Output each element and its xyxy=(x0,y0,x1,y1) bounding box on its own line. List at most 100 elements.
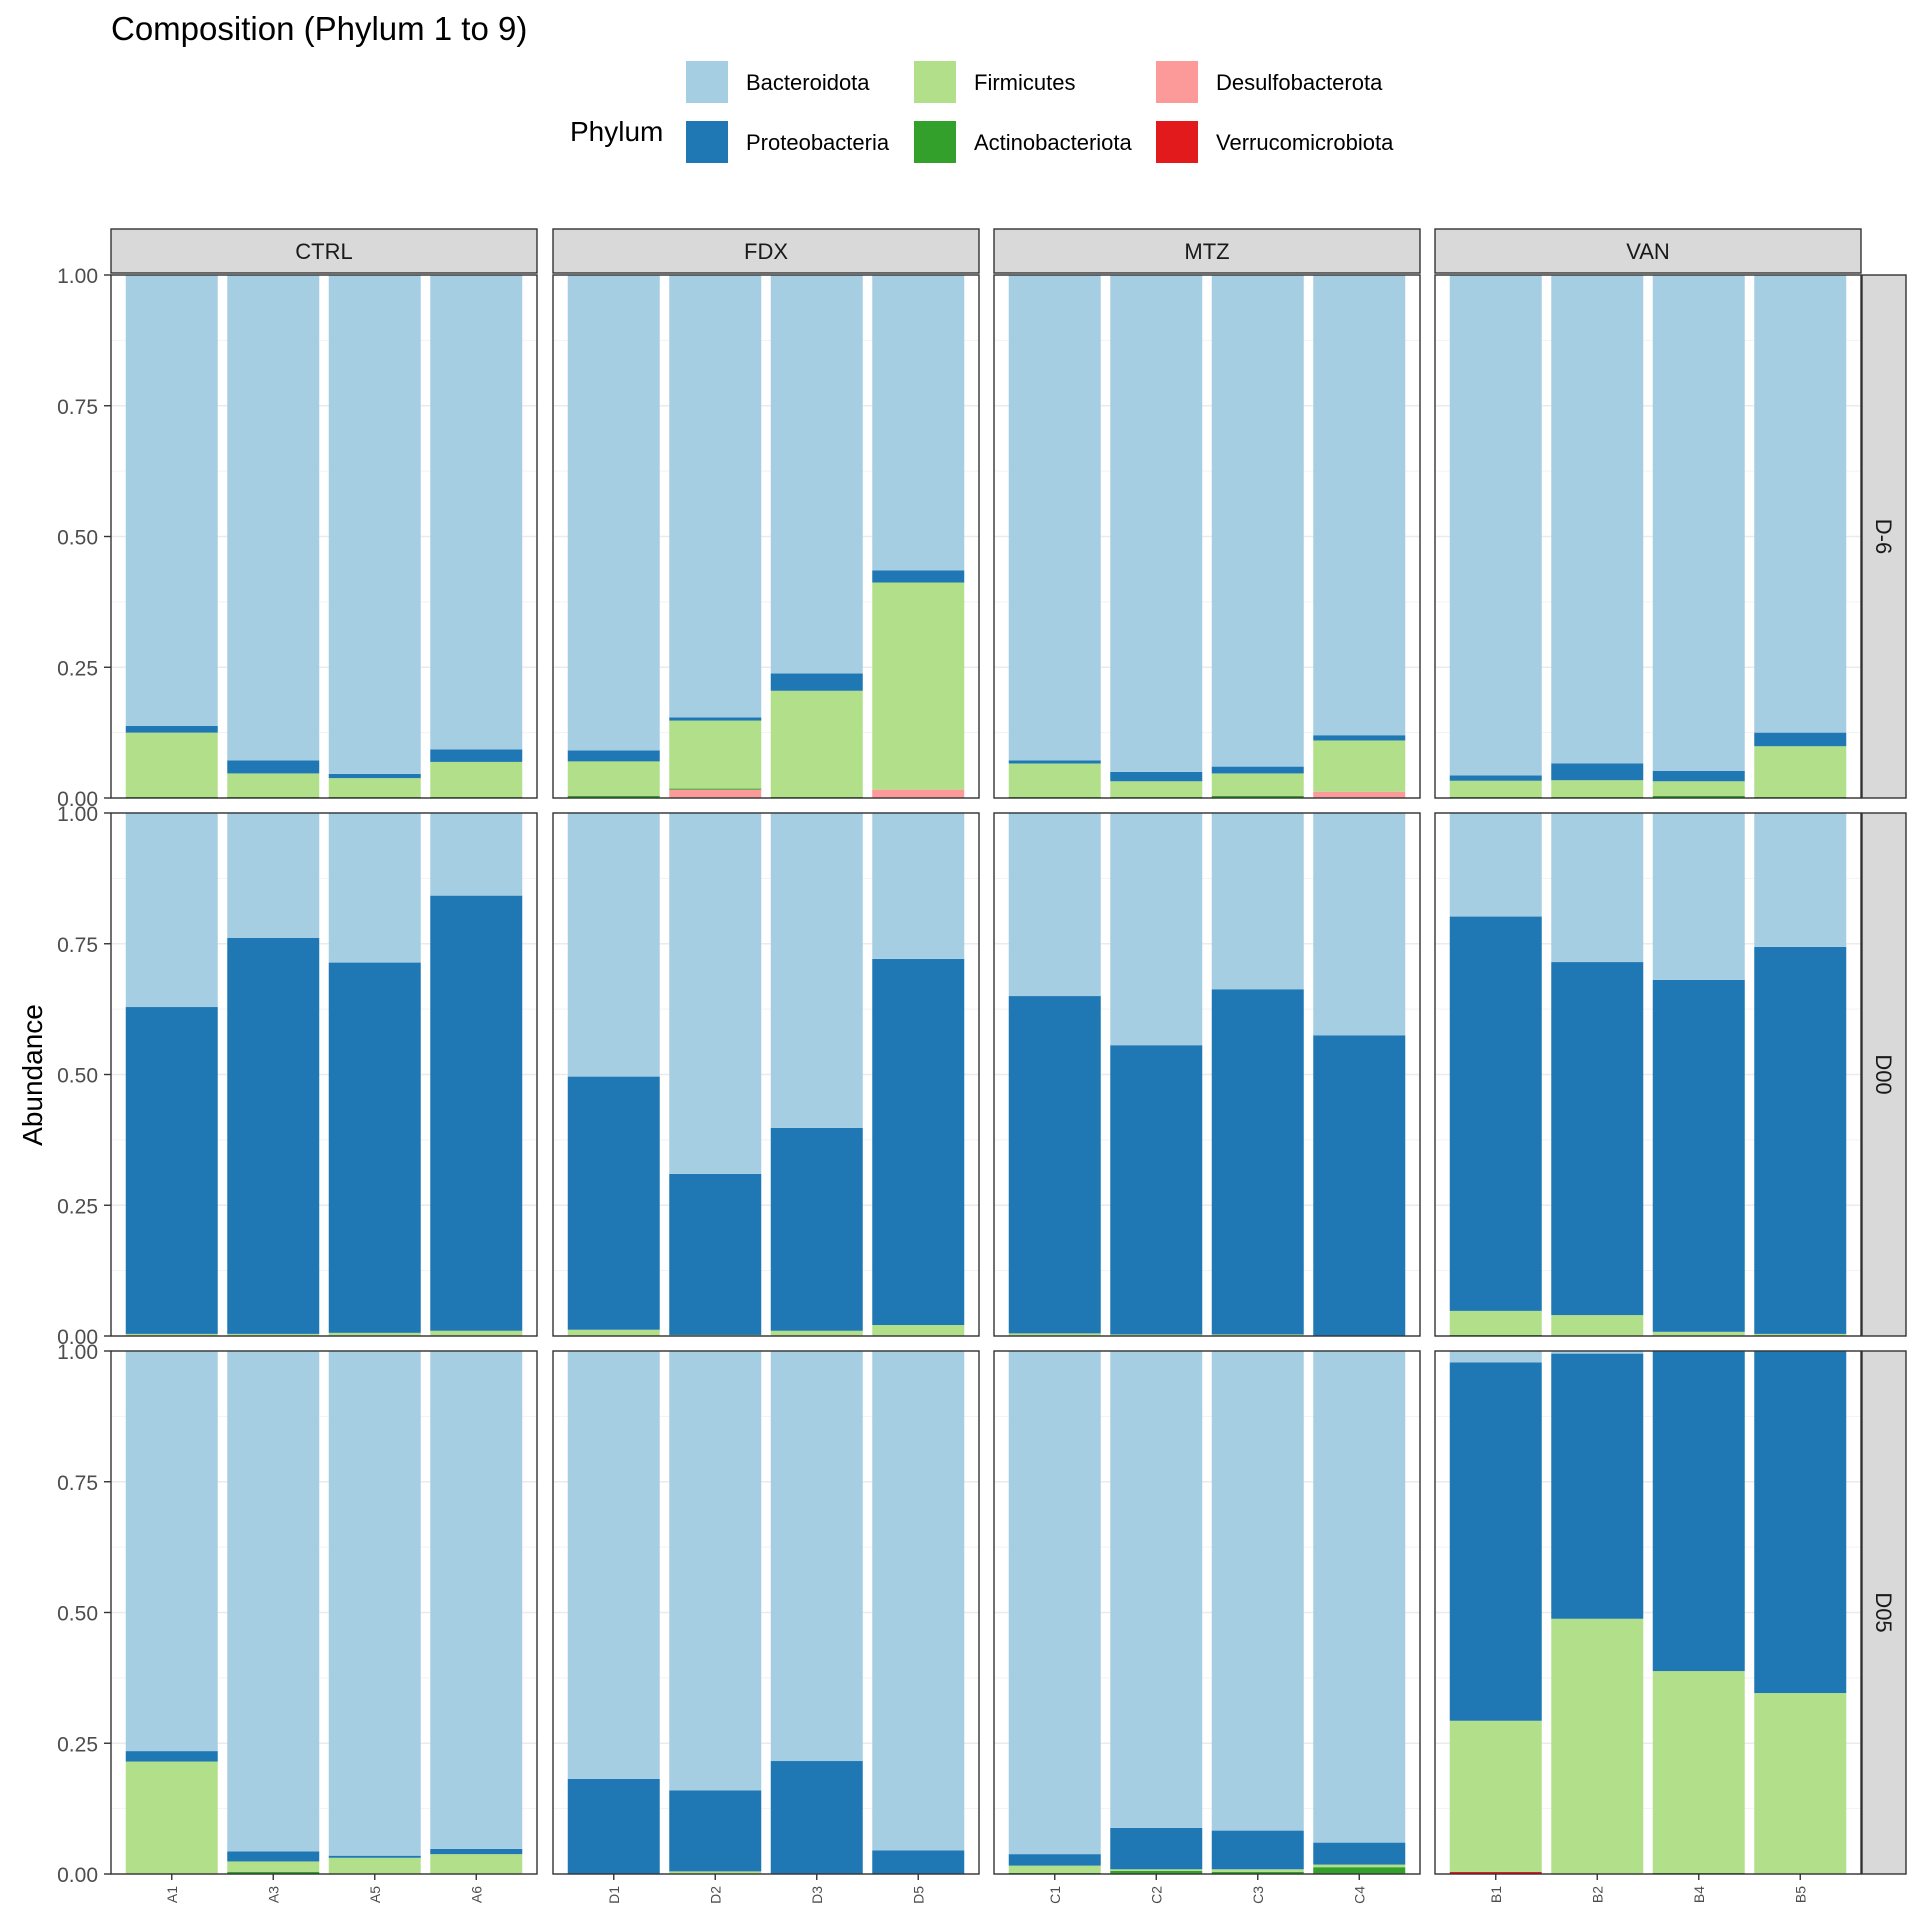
bar-segment-d2-proteobacteria xyxy=(669,717,762,721)
legend-label-verrucomicrobiota: Verrucomicrobiota xyxy=(1216,130,1394,155)
bar-segment-c3-actinobacteriota xyxy=(1211,1871,1304,1874)
bar-segment-c2-proteobacteria xyxy=(1110,1827,1203,1870)
bar-segment-a5-bacteroidota xyxy=(328,275,421,774)
chart-title: Composition (Phylum 1 to 9) xyxy=(111,10,527,47)
bar-segment-a6-firmicutes xyxy=(430,1330,523,1336)
legend-label-proteobacteria: Proteobacteria xyxy=(746,130,890,155)
bar-segment-c3-proteobacteria xyxy=(1211,989,1304,1335)
facet-strip-label-van: VAN xyxy=(1626,239,1670,264)
y-tick-label-d-6-2: 0.50 xyxy=(57,527,98,550)
bar-segment-b1-bacteroidota xyxy=(1449,1351,1542,1363)
x-tick-label-d3: D3 xyxy=(809,1886,825,1904)
facet-strip-label-d00: D00 xyxy=(1871,1054,1896,1094)
bar-c3 xyxy=(1211,275,1304,798)
bar-segment-d1-proteobacteria xyxy=(567,1076,660,1330)
x-tick-label-a3: A3 xyxy=(265,1886,281,1903)
bar-segment-d2-bacteroidota xyxy=(669,1351,762,1791)
bar-segment-c3-bacteroidota xyxy=(1211,813,1304,990)
panel-border xyxy=(552,1350,980,1875)
bar-segment-d2-firmicutes xyxy=(669,720,762,789)
y-tick-label-d05-4: 1.00 xyxy=(57,1341,98,1364)
bar-c1 xyxy=(1008,813,1101,1336)
bar-segment-c1-proteobacteria xyxy=(1008,760,1101,764)
bar-segment-b5-firmicutes xyxy=(1754,746,1847,797)
panel-border xyxy=(1434,274,1862,799)
bar-segment-a6-bacteroidota xyxy=(430,1351,523,1849)
y-tick-label-d00-1: 0.25 xyxy=(57,1195,98,1218)
bar-b5 xyxy=(1754,813,1847,1336)
bar-a5 xyxy=(328,275,421,798)
facet-strip-d05 xyxy=(1861,1350,1907,1875)
x-tick-label-b2: B2 xyxy=(1589,1886,1605,1903)
bar-segment-b1-verrucomicrobiota xyxy=(1449,1871,1542,1874)
bar-segment-b1-bacteroidota xyxy=(1449,275,1542,776)
bar-segment-c2-proteobacteria xyxy=(1110,1045,1203,1335)
bar-segment-c4-bacteroidota xyxy=(1313,813,1406,1036)
bar-segment-a3-proteobacteria xyxy=(227,1851,320,1862)
bar-segment-b2-bacteroidota xyxy=(1551,1351,1644,1354)
bar-segment-b5-firmicutes xyxy=(1754,1693,1847,1874)
bar-a3 xyxy=(227,813,320,1336)
legend-label-actinobacteriota: Actinobacteriota xyxy=(974,130,1133,155)
bar-segment-a6-bacteroidota xyxy=(430,275,523,750)
legend-title: Phylum xyxy=(570,116,663,147)
bar-segment-a3-firmicutes xyxy=(227,773,320,797)
y-tick-label-d05-2: 0.50 xyxy=(57,1603,98,1626)
bar-segment-c2-bacteroidota xyxy=(1110,275,1203,772)
bar-segment-b4-proteobacteria xyxy=(1652,979,1745,1332)
bar-segment-c4-actinobacteriota xyxy=(1313,1867,1406,1874)
bar-segment-d2-bacteroidota xyxy=(669,275,762,718)
bar-c1 xyxy=(1008,275,1101,798)
bar-segment-d5-firmicutes xyxy=(872,1325,965,1336)
bar-segment-c3-bacteroidota xyxy=(1211,275,1304,767)
panel-d00-van xyxy=(1434,812,1862,1337)
bar-segment-b1-proteobacteria xyxy=(1449,775,1542,781)
bar-segment-c3-actinobacteriota xyxy=(1211,795,1304,798)
bar-segment-c1-proteobacteria xyxy=(1008,1854,1101,1866)
bar-segment-a3-firmicutes xyxy=(227,1333,320,1336)
bar-a3 xyxy=(227,1351,320,1874)
facet-strip-label-fdx: FDX xyxy=(744,239,788,264)
bar-segment-a1-bacteroidota xyxy=(125,275,218,726)
panel-d-6-fdx xyxy=(552,274,980,799)
bar-c1 xyxy=(1008,1351,1101,1874)
bar-segment-c1-bacteroidota xyxy=(1008,813,1101,997)
facet-strip-label-d-6: D-6 xyxy=(1871,519,1896,554)
x-tick-label-c2: C2 xyxy=(1148,1886,1164,1904)
bar-segment-b2-bacteroidota xyxy=(1551,813,1644,963)
panel-d05-fdx xyxy=(552,1350,980,1875)
bar-segment-b1-firmicutes xyxy=(1449,1310,1542,1335)
facet-strip-d-6 xyxy=(1861,274,1907,799)
bar-segment-d3-bacteroidota xyxy=(770,813,863,1128)
bar-segment-a6-proteobacteria xyxy=(430,1848,523,1855)
bar-segment-a6-proteobacteria xyxy=(430,749,523,762)
bar-segment-c3-firmicutes xyxy=(1211,1334,1304,1336)
bar-segment-a5-firmicutes xyxy=(328,1332,421,1336)
bar-segment-b5-proteobacteria xyxy=(1754,732,1847,747)
panel-d-6-van xyxy=(1434,274,1862,799)
bar-b1 xyxy=(1449,813,1542,1336)
bar-segment-d1-proteobacteria xyxy=(567,750,660,762)
bar-segment-d2-firmicutes xyxy=(669,1871,762,1874)
bar-segment-d5-desulfobacterota xyxy=(872,789,965,798)
bar-segment-b4-firmicutes xyxy=(1652,1331,1745,1336)
bar-segment-d5-proteobacteria xyxy=(872,958,965,1326)
bar-segment-b1-firmicutes xyxy=(1449,780,1542,797)
bar-c4 xyxy=(1313,813,1406,1336)
bar-segment-d5-bacteroidota xyxy=(872,275,965,571)
bar-segment-c2-firmicutes xyxy=(1110,781,1203,797)
bar-segment-d5-proteobacteria xyxy=(872,570,965,583)
panel-d05-mtz xyxy=(993,1350,1421,1875)
bar-d2 xyxy=(669,1351,762,1874)
bar-segment-d1-proteobacteria xyxy=(567,1778,660,1874)
bar-b4 xyxy=(1652,275,1745,798)
bar-d5 xyxy=(872,1351,965,1874)
panel-border xyxy=(110,812,538,1337)
bar-segment-a1-bacteroidota xyxy=(125,1351,218,1752)
bar-segment-b4-bacteroidota xyxy=(1652,813,1745,980)
bar-segment-a6-firmicutes xyxy=(430,1854,523,1874)
x-tick-label-b4: B4 xyxy=(1691,1886,1707,1903)
y-tick-label-d05-0: 0.00 xyxy=(57,1864,98,1887)
bar-c4 xyxy=(1313,275,1406,798)
bar-segment-c3-proteobacteria xyxy=(1211,1830,1304,1870)
